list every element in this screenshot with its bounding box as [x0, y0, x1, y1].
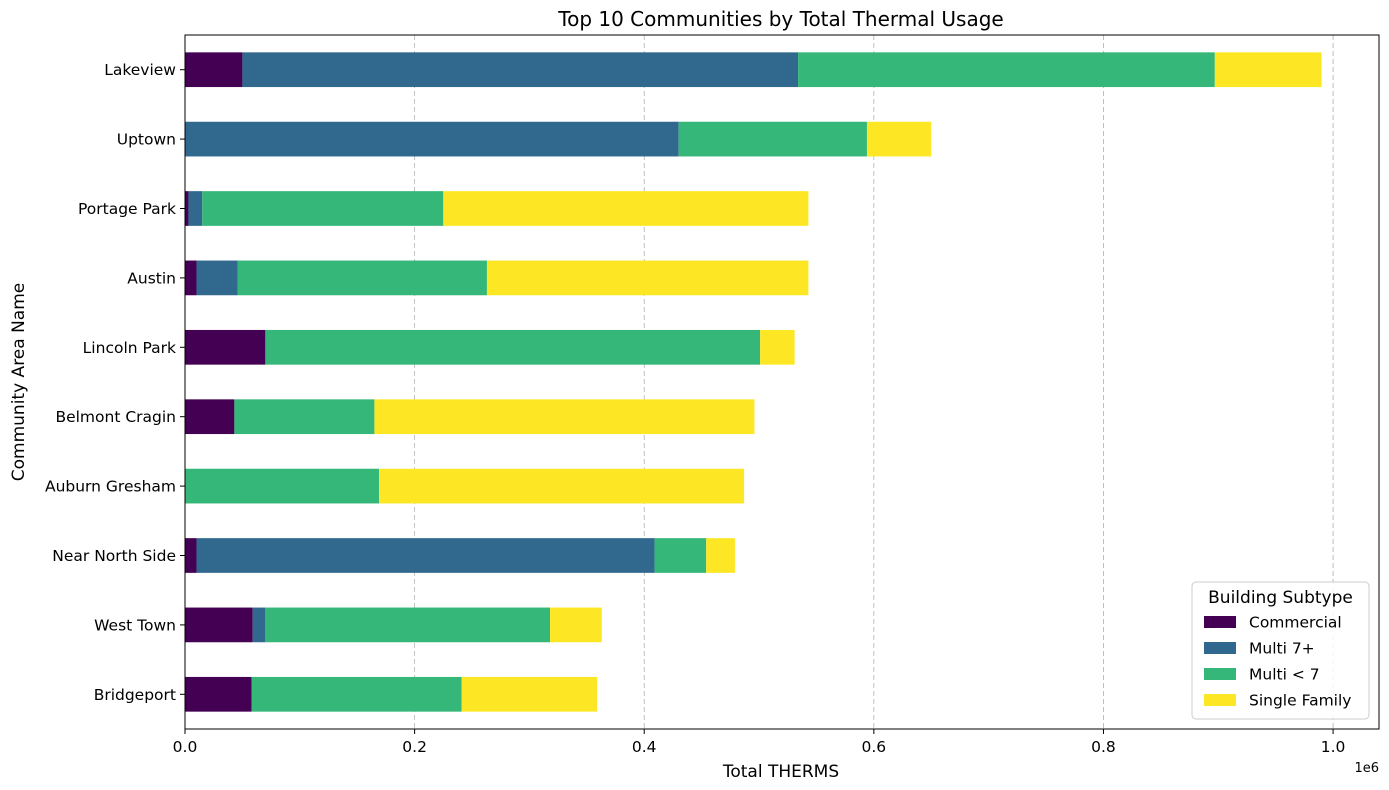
bar-multi-7-west-town: [265, 607, 551, 643]
bar-commercial-bridgeport: [185, 676, 252, 712]
y-tick-label: Auburn Gresham: [45, 478, 176, 496]
bar-multi-7-near-north-side: [654, 538, 707, 573]
bar-multi-7--portage-park: [188, 191, 203, 226]
bar-commercial-west-town: [185, 607, 253, 643]
legend-entry: Commercial: [1249, 614, 1342, 632]
legend-entry: Multi < 7: [1249, 666, 1320, 684]
bar-multi-7--uptown: [185, 121, 679, 157]
bar-multi-7--near-north-side: [196, 538, 655, 573]
x-tick-label: 0.0: [173, 738, 198, 756]
bar-single-family-near-north-side: [706, 538, 735, 573]
x-tick-label: 0.8: [1091, 738, 1116, 756]
bar-multi-7-austin: [237, 260, 487, 296]
bar-multi-7-belmont-cragin: [234, 399, 375, 435]
bar-commercial-near-north-side: [185, 538, 197, 573]
bar-single-family-belmont-cragin: [374, 399, 755, 435]
bar-multi-7-bridgeport: [251, 676, 462, 712]
plot-frame: [184, 34, 1380, 730]
bar-multi-7-lincoln-park: [265, 329, 761, 365]
y-tick-label: West Town: [94, 616, 176, 634]
bar-multi-7--west-town: [252, 607, 266, 643]
bar-single-family-uptown: [866, 121, 932, 157]
legend-entry: Multi 7+: [1249, 640, 1315, 658]
bar-commercial-lincoln-park: [185, 329, 266, 365]
legend-box: [1191, 581, 1370, 720]
x-axis-label: Total THERMS: [722, 762, 839, 782]
x-offset-label: 1e6: [1354, 761, 1379, 776]
bar-multi-7-portage-park: [202, 191, 444, 226]
bar-multi-7--austin: [196, 260, 238, 296]
bar-multi-7-uptown: [678, 121, 867, 157]
bar-single-family-lakeview: [1214, 52, 1322, 88]
x-tick-label: 1.0: [1321, 738, 1346, 756]
bars: [185, 52, 1322, 712]
y-tick-label: Near North Side: [52, 547, 176, 565]
legend-swatch: [1204, 642, 1236, 654]
chart-title: Top 10 Communities by Total Thermal Usag…: [557, 7, 1003, 31]
y-tick-label: Austin: [127, 269, 176, 287]
y-tick-label: Uptown: [117, 131, 176, 149]
bar-single-family-portage-park: [443, 191, 809, 226]
bar-single-family-bridgeport: [461, 676, 598, 712]
bar-single-family-austin: [486, 260, 809, 296]
legend: Building Subtype Commercial Multi 7+ Multi …: [1191, 581, 1370, 720]
y-tick-label: Bridgeport: [94, 686, 176, 704]
bar-single-family-lincoln-park: [760, 329, 795, 365]
legend-entry: Single Family: [1249, 692, 1351, 710]
bar-multi-7-auburn-gresham: [185, 468, 380, 504]
bar-commercial-lakeview: [185, 52, 243, 88]
y-axis-label: Community Area Name: [9, 283, 29, 481]
x-tick-label: 0.4: [632, 738, 657, 756]
bar-commercial-austin: [185, 260, 197, 296]
legend-swatch: [1204, 668, 1236, 680]
bar-commercial-portage-park: [185, 191, 189, 226]
bar-multi-7--lakeview: [242, 52, 799, 88]
y-tick-label: Lincoln Park: [83, 339, 176, 357]
axes: [184, 34, 1380, 730]
legend-swatch: [1204, 694, 1236, 706]
y-tick-label: Belmont Cragin: [55, 408, 176, 426]
legend-swatch: [1204, 616, 1236, 628]
bar-single-family-west-town: [550, 607, 602, 643]
legend-title: Building Subtype: [1208, 588, 1353, 608]
y-tick-label: Portage Park: [78, 200, 176, 218]
x-tick-label: 0.2: [402, 738, 427, 756]
bar-multi-7-lakeview: [798, 52, 1215, 88]
bar-single-family-auburn-gresham: [379, 468, 745, 504]
ticks: 0.0 0.2 0.4 0.6 0.8 1.0 Lakeview Uptown Portage …: [45, 61, 1345, 756]
x-tick-label: 0.6: [862, 738, 887, 756]
y-tick-label: Lakeview: [104, 61, 176, 79]
bar-commercial-belmont-cragin: [185, 399, 235, 435]
